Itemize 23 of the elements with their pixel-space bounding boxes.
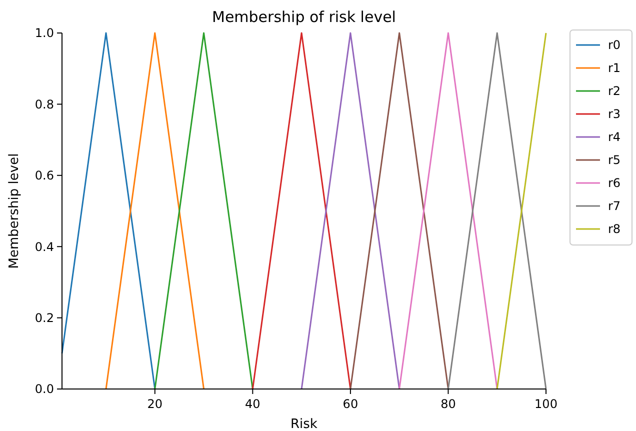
legend-label: r6 bbox=[608, 176, 621, 190]
legend-label: r7 bbox=[608, 199, 621, 214]
legend-label: r5 bbox=[608, 153, 621, 168]
x-tick-label: 100 bbox=[534, 397, 558, 411]
legend-label: r4 bbox=[608, 130, 621, 144]
x-tick-label: 80 bbox=[440, 397, 456, 411]
x-tick-label: 60 bbox=[342, 397, 358, 411]
y-tick-label: 1.0 bbox=[34, 26, 54, 40]
y-tick-label: 0.2 bbox=[34, 311, 54, 325]
legend-label: r2 bbox=[608, 84, 621, 98]
y-tick-label: 0.4 bbox=[34, 240, 54, 254]
legend-label: r0 bbox=[608, 38, 621, 52]
y-tick-label: 0.0 bbox=[34, 382, 54, 396]
x-tick-label: 20 bbox=[147, 397, 163, 411]
y-axis-title: Membership level bbox=[7, 153, 22, 269]
y-tick-label: 0.8 bbox=[34, 97, 54, 112]
x-axis-title: Risk bbox=[290, 417, 318, 431]
x-tick-label: 40 bbox=[245, 397, 260, 411]
chart-title: Membership of risk level bbox=[212, 8, 396, 26]
y-tick-label: 0.6 bbox=[34, 168, 54, 183]
legend-label: r3 bbox=[608, 107, 621, 122]
legend-label: r8 bbox=[608, 222, 621, 236]
legend-label: r1 bbox=[608, 61, 621, 76]
